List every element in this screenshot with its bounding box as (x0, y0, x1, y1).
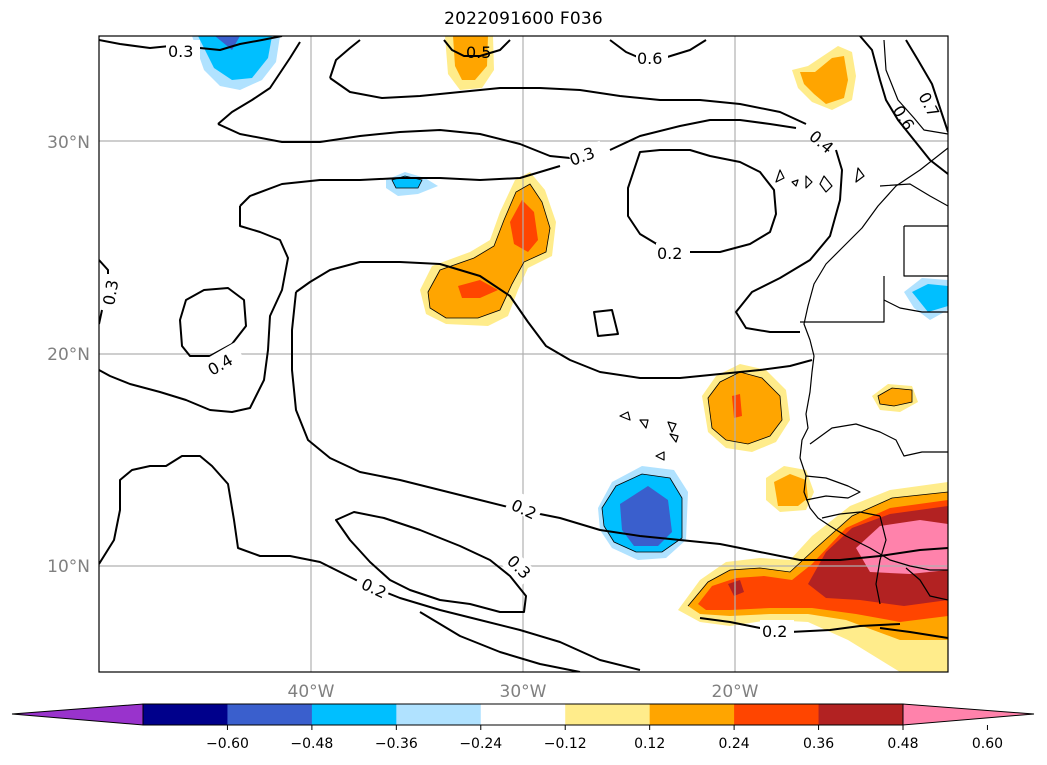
lat-label-30n: 30°N (47, 133, 90, 153)
colorbar-swatch (649, 704, 735, 725)
colorbar-tick-label: −0.48 (290, 736, 333, 752)
map-area: 0.3 0.5 0.6 0.7 0.6 0.4 0.3 0.2 0.3 0.4 … (99, 36, 948, 672)
colorbar-tick-label: 0.24 (719, 736, 750, 752)
colorbar-tick-label: −0.12 (544, 736, 587, 752)
lon-label-40w: 40°W (288, 682, 335, 702)
colorbar-swatch (818, 704, 904, 725)
coastlines (619, 39, 948, 605)
longitude-labels: 40°W 30°W 20°W (288, 682, 759, 702)
contour-label: 0.6 (637, 49, 662, 68)
contour-label: 0.2 (762, 622, 787, 641)
colorbar-ticks: −0.60 −0.48 −0.36 −0.24 −0.12 0.12 0.24 0.36 0.4… (206, 725, 1003, 752)
colorbar-tick-label: −0.24 (459, 736, 502, 752)
contour-label: 0.3 (99, 278, 122, 306)
colorbar-swatch (565, 704, 651, 725)
colorbar-swatch (311, 704, 397, 725)
lon-label-20w: 20°W (712, 682, 759, 702)
colorbar-swatch (480, 704, 566, 725)
colorbar: −0.60 −0.48 −0.36 −0.24 −0.12 0.12 0.24 0.36 0.4… (11, 703, 1035, 752)
colorbar-tick-label: 0.48 (887, 736, 918, 752)
colorbar-swatch (734, 704, 820, 725)
colorbar-swatch (903, 704, 1034, 725)
lon-label-30w: 30°W (500, 682, 547, 702)
shading-outlines (391, 175, 948, 607)
colorbar-swatch (227, 704, 313, 725)
colorbar-tick-label: 0.36 (803, 736, 834, 752)
contour-label: 0.2 (657, 244, 682, 263)
latitude-labels: 30°N 20°N 10°N (47, 133, 90, 577)
colorbar-swatch (12, 704, 143, 725)
colorbar-frame (142, 703, 904, 726)
colorbar-tick-label: −0.60 (206, 736, 249, 752)
map-frame (98, 35, 949, 673)
contour-label: 0.5 (466, 43, 491, 62)
contour-label: 0.3 (168, 42, 193, 61)
lat-label-10n: 10°N (47, 557, 90, 577)
colorbar-tick-label: 0.60 (972, 736, 1003, 752)
colorbar-tick-label: 0.12 (634, 736, 665, 752)
colorbar-swatch (396, 704, 482, 725)
colorbar-tick-label: −0.36 (375, 736, 418, 752)
colorbar-swatch (143, 704, 228, 725)
lat-label-20n: 20°N (47, 345, 90, 365)
map-title: 2022091600 F036 (444, 9, 603, 29)
colorbar-swatches (12, 704, 1034, 725)
